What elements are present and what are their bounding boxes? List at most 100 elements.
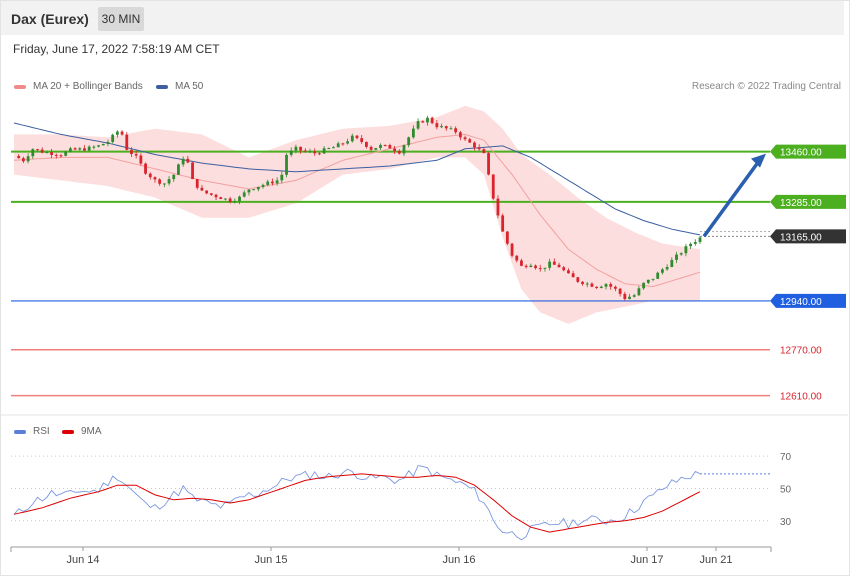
- candle: [318, 152, 321, 156]
- candle: [421, 120, 425, 123]
- candle: [275, 177, 279, 186]
- candle: [125, 132, 129, 151]
- target-arrow-shaft: [702, 158, 762, 238]
- candle: [247, 189, 251, 196]
- x-tick-label: Jun 17: [630, 554, 663, 566]
- candle-body: [679, 253, 683, 255]
- candle: [458, 130, 462, 141]
- candle: [416, 118, 420, 131]
- candle-body: [632, 295, 636, 297]
- candle: [195, 178, 199, 190]
- candle: [355, 135, 359, 140]
- candle-body: [520, 260, 523, 266]
- candle-body: [411, 128, 415, 138]
- candle-body: [463, 137, 467, 140]
- candle-body: [595, 286, 599, 289]
- candle-body: [101, 143, 105, 146]
- candle: [177, 163, 180, 175]
- candle-body: [567, 270, 570, 274]
- legend-9ma: 9MA: [62, 426, 102, 437]
- candle-body: [191, 162, 194, 180]
- candle: [364, 141, 368, 149]
- candle: [524, 264, 528, 269]
- candle: [36, 148, 39, 152]
- candle: [407, 136, 411, 148]
- candle: [646, 279, 650, 285]
- candle: [346, 138, 350, 145]
- candle: [543, 267, 547, 272]
- candle-body: [515, 255, 519, 261]
- candle: [115, 130, 119, 138]
- candle: [285, 153, 288, 178]
- candle: [430, 116, 434, 125]
- x-tick-label: Jun 16: [442, 554, 475, 566]
- level-tag-box: [770, 229, 846, 244]
- rsi-tick-label: 30: [780, 517, 792, 528]
- candle-body: [388, 145, 392, 149]
- candle-body: [242, 192, 246, 197]
- candle: [186, 155, 190, 164]
- candle-body: [228, 198, 232, 203]
- candle-body: [209, 193, 213, 195]
- candle: [134, 150, 138, 159]
- candle: [336, 141, 340, 148]
- candle: [468, 137, 472, 143]
- candle: [238, 195, 241, 205]
- timestamp: Friday, June 17, 2022 7:58:19 AM CET: [13, 42, 220, 56]
- level-label: 13285.00: [780, 198, 822, 209]
- candle-body: [581, 281, 584, 285]
- candle: [64, 150, 68, 157]
- candle-body: [393, 148, 396, 152]
- candle: [473, 141, 476, 151]
- candle: [383, 144, 387, 147]
- candle-body: [54, 154, 58, 156]
- candle-body: [336, 143, 340, 148]
- candle: [496, 195, 500, 219]
- ma20-swatch: [14, 84, 26, 89]
- candle: [571, 270, 575, 278]
- candle-body: [322, 148, 326, 154]
- candle-body: [538, 268, 542, 270]
- candle-body: [313, 151, 317, 154]
- candle: [205, 190, 209, 195]
- rsi-tick-label: 70: [780, 452, 792, 463]
- candle-body: [256, 186, 260, 190]
- candle-body: [585, 283, 589, 285]
- candle: [92, 145, 96, 150]
- candle-body: [623, 293, 627, 300]
- level-label: 12770.00: [780, 346, 822, 357]
- candle: [426, 115, 429, 126]
- candle: [322, 145, 326, 154]
- candle-body: [233, 201, 237, 203]
- candle: [454, 126, 458, 135]
- candle: [374, 147, 378, 151]
- candle: [101, 143, 105, 146]
- candle: [139, 153, 143, 166]
- candle: [661, 267, 664, 275]
- candle-body: [496, 198, 500, 216]
- candle: [642, 282, 646, 290]
- candle: [567, 268, 570, 274]
- candle: [299, 146, 303, 154]
- candle: [148, 172, 152, 180]
- level-tag-support: 12940.00: [770, 293, 846, 308]
- candle-body: [421, 121, 425, 123]
- candle-body: [31, 149, 35, 157]
- candle-body: [247, 189, 251, 193]
- candle-body: [162, 183, 166, 185]
- level-tag-current: 13165.00: [770, 229, 846, 244]
- candle-body: [64, 151, 68, 156]
- candle-body: [379, 144, 382, 149]
- candle: [515, 255, 519, 263]
- timeframe-badge[interactable]: 30 MIN: [98, 7, 144, 31]
- candle-body: [590, 283, 594, 287]
- candle-body: [153, 177, 157, 180]
- candle: [388, 143, 392, 149]
- candle-body: [195, 179, 199, 188]
- candle: [261, 183, 265, 189]
- candle-body: [68, 148, 72, 152]
- candle-body: [97, 145, 100, 147]
- candle-body: [628, 296, 631, 300]
- legend-ma20: MA 20 + Bollinger Bands: [14, 81, 143, 92]
